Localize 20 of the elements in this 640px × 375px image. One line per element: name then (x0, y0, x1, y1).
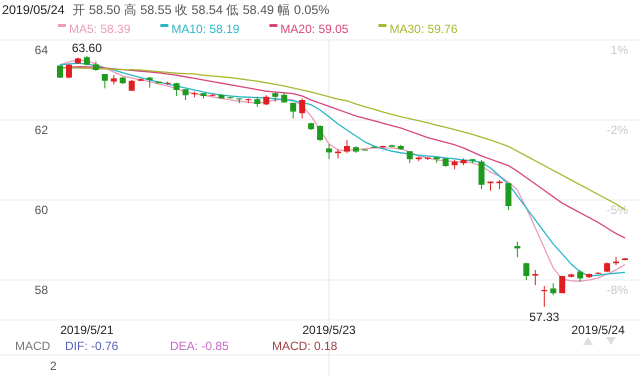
chart-subtitle: 开 58.50 高 58.55 收 58.54 低 58.49 幅 0.05% (72, 2, 330, 17)
y-tick-label: 64 (34, 43, 48, 57)
legend-label: MA20: 59.05 (280, 22, 349, 36)
legend-label: MA5: 58.39 (69, 22, 131, 36)
legend-label: MA30: 59.76 (389, 22, 458, 36)
chart-title: 2019/05/24 (2, 3, 65, 17)
text: DIF: -0.76 (65, 339, 119, 353)
text: DEA: -0.85 (170, 339, 230, 353)
x-tick-label: 2019/5/23 (302, 323, 356, 337)
text: 2 (50, 359, 57, 373)
text: MACD (15, 339, 51, 353)
y-tick-label: 58 (34, 283, 48, 297)
x-tick-label: 2019/5/24 (571, 323, 626, 337)
annotation: 63.60 (72, 41, 102, 55)
text: MACD: 0.18 (272, 339, 338, 353)
legend-label: MA10: 58.19 (171, 22, 240, 36)
x-tick-label: 2019/5/21 (60, 323, 114, 337)
y-tick-label: 62 (34, 123, 48, 137)
y-tick-label: 60 (34, 203, 48, 217)
annotation: 57.33 (529, 310, 560, 324)
